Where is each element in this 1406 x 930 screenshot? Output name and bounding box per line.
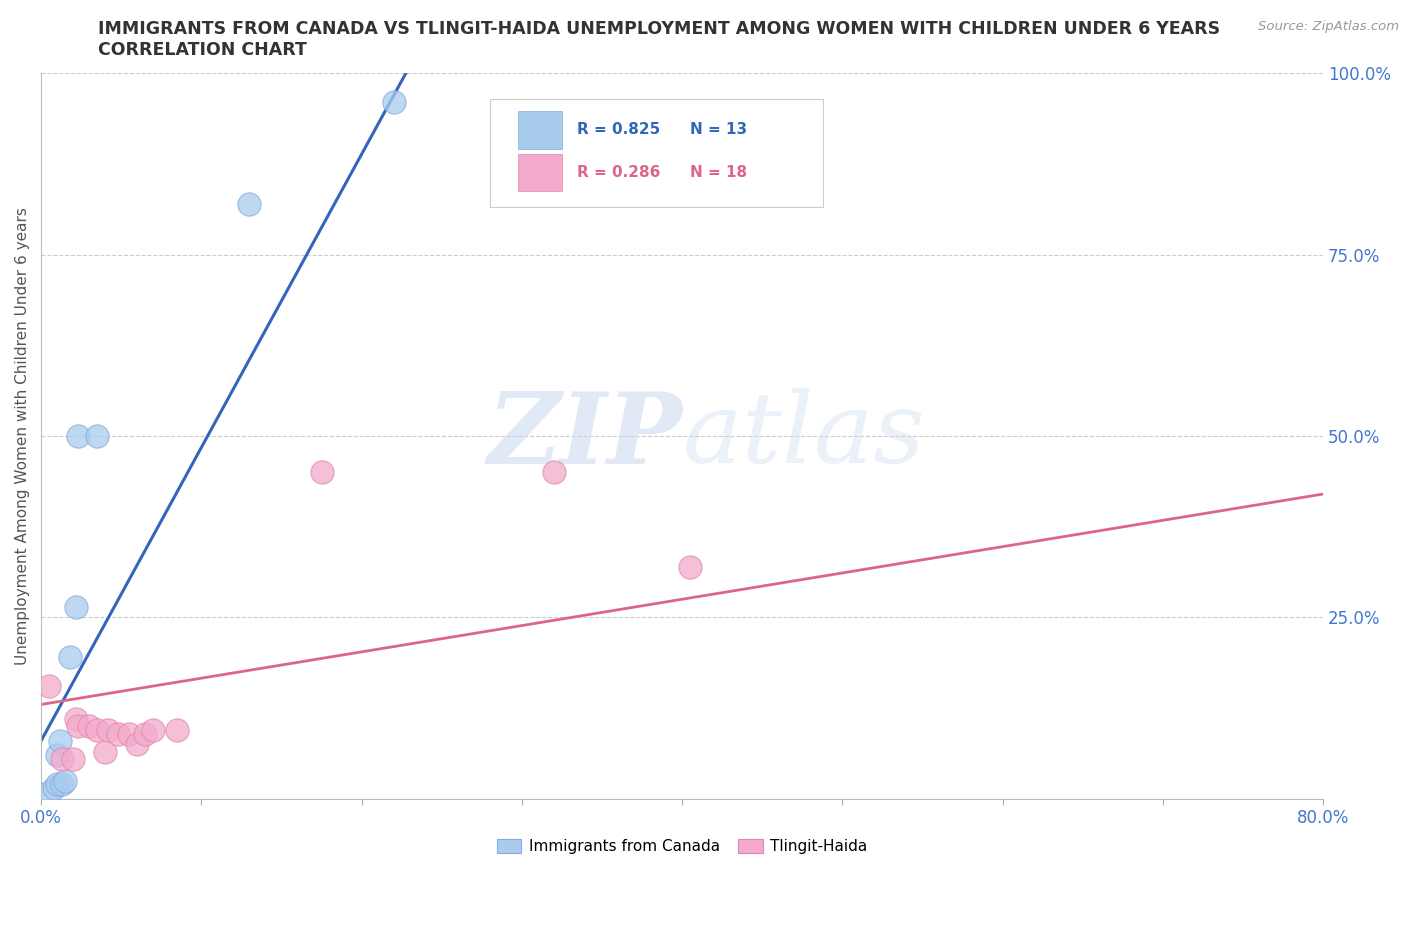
Point: [311, 465, 333, 480]
Point: [142, 723, 165, 737]
FancyBboxPatch shape: [517, 153, 561, 192]
Point: [679, 559, 702, 574]
Text: Source: ZipAtlas.com: Source: ZipAtlas.com: [1258, 20, 1399, 33]
Y-axis label: Unemployment Among Women with Children Under 6 years: Unemployment Among Women with Children U…: [15, 207, 30, 665]
Point: [46, 748, 69, 763]
FancyBboxPatch shape: [489, 99, 823, 207]
Point: [66, 719, 89, 734]
Point: [42, 780, 65, 795]
Point: [66, 429, 89, 444]
Text: R = 0.825: R = 0.825: [576, 122, 661, 138]
Point: [65, 599, 87, 614]
Point: [107, 726, 129, 741]
Point: [86, 429, 108, 444]
Point: [166, 723, 188, 737]
Point: [49, 734, 72, 749]
Point: [543, 465, 565, 480]
Point: [53, 773, 76, 788]
Point: [94, 744, 117, 759]
Text: atlas: atlas: [682, 389, 925, 484]
Text: N = 18: N = 18: [690, 165, 747, 180]
Point: [86, 723, 108, 737]
Text: N = 13: N = 13: [690, 122, 747, 138]
Point: [59, 650, 82, 665]
Point: [46, 777, 69, 791]
Text: CORRELATION CHART: CORRELATION CHART: [98, 41, 308, 59]
Point: [97, 723, 120, 737]
Point: [238, 196, 260, 211]
Point: [65, 711, 87, 726]
Point: [62, 751, 84, 766]
FancyBboxPatch shape: [517, 111, 561, 149]
Point: [118, 726, 141, 741]
Text: ZIP: ZIP: [486, 388, 682, 485]
Text: R = 0.286: R = 0.286: [576, 165, 661, 180]
Legend: Immigrants from Canada, Tlingit-Haida: Immigrants from Canada, Tlingit-Haida: [491, 833, 873, 860]
Point: [127, 737, 149, 751]
Point: [38, 784, 60, 799]
Point: [134, 726, 156, 741]
Point: [38, 679, 60, 694]
Point: [382, 95, 405, 110]
Point: [77, 719, 100, 734]
Point: [51, 777, 73, 791]
Text: IMMIGRANTS FROM CANADA VS TLINGIT-HAIDA UNEMPLOYMENT AMONG WOMEN WITH CHILDREN U: IMMIGRANTS FROM CANADA VS TLINGIT-HAIDA …: [98, 20, 1220, 38]
Point: [51, 751, 73, 766]
